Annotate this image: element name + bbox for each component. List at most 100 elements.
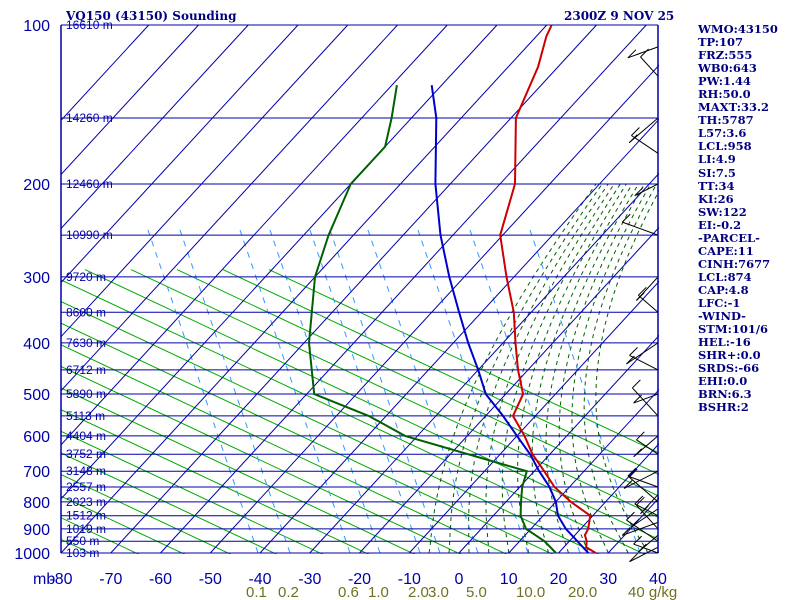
height-label: 6712 m <box>66 363 106 377</box>
wind-barb <box>626 342 659 365</box>
index-item: CAP:4.8 <box>698 282 749 297</box>
mixing-ratio-line <box>529 229 641 554</box>
isotherm <box>309 172 659 554</box>
mixing-ratio-line <box>329 229 441 554</box>
series-parcel <box>430 85 590 554</box>
isotherm <box>61 24 249 230</box>
pressure-label: 500 <box>23 387 50 404</box>
isotherm <box>61 24 398 392</box>
temperature-tick-label: -50 <box>199 571 222 588</box>
height-label: 9720 m <box>66 270 106 284</box>
wind-barb-flag <box>628 468 638 478</box>
dry-adiabat <box>0 270 61 561</box>
dry-adiabat <box>61 473 232 554</box>
wind-barb-flag <box>633 448 643 458</box>
wind-barb-flag <box>631 518 640 528</box>
dry-adiabat <box>61 322 554 554</box>
moist-adiabat <box>485 183 615 554</box>
index-item: EHI:0.0 <box>698 374 748 389</box>
index-item: SHR+:0.0 <box>698 348 761 363</box>
isotherm <box>61 24 150 122</box>
temperature-tick-label: 0 <box>455 571 464 588</box>
wind-barb-flag <box>636 496 645 506</box>
index-item: WMO:43150 <box>698 22 778 36</box>
moist-adiabat <box>501 183 621 554</box>
dry-adiabat <box>84 269 659 540</box>
wind-barb <box>626 519 659 542</box>
wind-barb-flag <box>629 347 638 356</box>
isotherm <box>359 226 659 554</box>
wind-barb <box>623 470 659 489</box>
isotherm <box>508 388 659 554</box>
temperature-tick-label: 10 <box>500 571 518 588</box>
height-label: 8600 m <box>66 305 106 319</box>
wind-barb-flag <box>623 480 633 489</box>
isotherm <box>61 24 498 500</box>
wind-barb <box>631 508 659 528</box>
temperature-tick-label: -40 <box>248 571 271 588</box>
mixing-ratio-label: 10.0 <box>516 584 545 600</box>
wind-barb-flag <box>631 127 640 136</box>
index-item: CINH:7677 <box>698 256 771 271</box>
pressure-label: 300 <box>23 270 50 287</box>
x-unit-label: mb <box>33 571 55 588</box>
dry-adiabat <box>130 269 659 519</box>
height-label: 10990 m <box>66 228 113 242</box>
wind-barb <box>636 439 659 455</box>
pressure-label: 700 <box>23 464 50 481</box>
mixing-ratio-label: 0.6 <box>338 584 359 600</box>
index-item: LCL:874 <box>698 269 752 284</box>
wind-barbs <box>621 46 659 563</box>
mixing-ratio-label: 0.2 <box>278 584 299 600</box>
moist-adiabats <box>428 183 659 554</box>
index-item: RH:50.0 <box>698 87 751 102</box>
index-item: SI:7.5 <box>698 165 736 180</box>
mixing-ratio-line <box>147 229 259 554</box>
temperature-tick-label: -30 <box>298 571 321 588</box>
mixing-ratio-label: 1.0 <box>368 584 389 600</box>
pressure-label: 100 <box>23 18 50 35</box>
index-item: CAPE:11 <box>698 243 754 258</box>
moist-adiabat <box>448 183 603 554</box>
height-label: 5113 m <box>66 409 105 423</box>
temperature-tick-label: 30 <box>599 571 617 588</box>
isobars <box>61 24 658 554</box>
pressure-label: 800 <box>23 495 50 512</box>
moist-adiabat <box>583 183 658 554</box>
wind-barb-flag <box>627 467 637 477</box>
isotherm <box>558 443 659 554</box>
temperature-tick-label: -10 <box>398 571 421 588</box>
series-temperature <box>499 24 597 554</box>
isotherm <box>61 24 349 338</box>
wind-barb-flag <box>633 394 642 404</box>
wind-barb <box>640 56 659 77</box>
height-label: 1512 m <box>66 509 106 523</box>
dry-adiabat <box>0 270 15 561</box>
isotherm <box>408 280 659 554</box>
wind-barb <box>634 183 659 197</box>
dry-adiabat <box>61 495 186 554</box>
wind-barb-flag <box>640 505 649 515</box>
dry-adiabats <box>0 269 659 561</box>
chart-title: VQ150 (43150) Sounding <box>65 9 237 23</box>
dry-adiabat <box>176 269 659 497</box>
pressure-label: 200 <box>23 177 50 194</box>
moist-adiabat <box>468 183 609 554</box>
index-item: TT:34 <box>698 178 735 193</box>
moist-adiabat <box>531 183 633 554</box>
wind-barb <box>637 294 659 313</box>
height-label: 3148 m <box>66 464 106 478</box>
mixing-ratio-label: 0.1 <box>246 584 267 600</box>
wind-barb <box>629 354 659 371</box>
pressure-label: 900 <box>23 522 50 539</box>
isotherm <box>259 118 659 554</box>
profile-series <box>307 24 597 554</box>
wind-barb <box>633 393 659 404</box>
dry-adiabat <box>268 269 659 454</box>
index-item: STM:101/6 <box>698 322 769 337</box>
index-item: BSHR:2 <box>698 400 749 415</box>
wind-barb-flag <box>626 511 635 521</box>
mixing-ratio-label: 3.0 <box>428 584 449 600</box>
index-item: WB0:643 <box>698 61 757 76</box>
